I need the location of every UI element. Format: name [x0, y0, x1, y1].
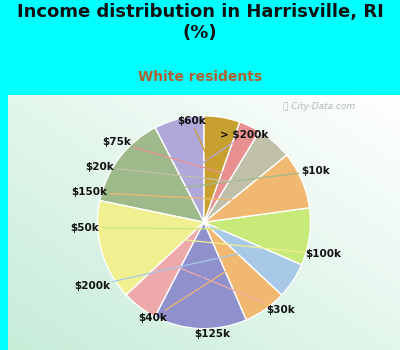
Wedge shape: [100, 128, 204, 222]
Text: $150k: $150k: [71, 188, 253, 201]
Wedge shape: [204, 122, 259, 222]
Text: $30k: $30k: [172, 265, 295, 315]
Wedge shape: [155, 116, 204, 222]
Wedge shape: [155, 222, 246, 329]
Wedge shape: [126, 222, 204, 317]
Text: ⓘ City-Data.com: ⓘ City-Data.com: [283, 102, 355, 111]
Text: $50k: $50k: [70, 223, 257, 232]
Wedge shape: [204, 131, 286, 222]
Text: $75k: $75k: [102, 138, 227, 174]
Text: $40k: $40k: [138, 266, 235, 323]
Text: $10k: $10k: [162, 166, 330, 190]
Wedge shape: [204, 208, 310, 265]
Text: $20k: $20k: [85, 162, 239, 182]
Wedge shape: [204, 222, 282, 320]
Text: $100k: $100k: [153, 237, 341, 259]
Text: $60k: $60k: [177, 116, 213, 170]
Text: Income distribution in Harrisville, RI
(%): Income distribution in Harrisville, RI (…: [17, 4, 383, 42]
Text: $200k: $200k: [74, 251, 248, 291]
Text: $125k: $125k: [194, 275, 230, 339]
Text: White residents: White residents: [138, 70, 262, 84]
Wedge shape: [204, 222, 302, 295]
Wedge shape: [204, 116, 240, 222]
Wedge shape: [98, 201, 204, 295]
Wedge shape: [204, 155, 310, 222]
Text: > $200k: > $200k: [191, 130, 269, 170]
